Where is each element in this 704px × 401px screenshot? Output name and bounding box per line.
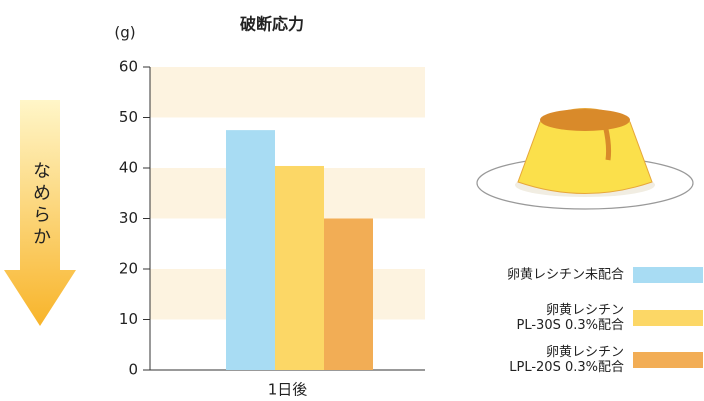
- x-tick-label: 1日後: [268, 381, 308, 399]
- legend-label: 卵黄レシチン PL-30S 0.3%配合: [404, 303, 624, 333]
- legend-swatch: [633, 310, 703, 326]
- bar: [226, 130, 275, 370]
- pudding: [477, 109, 693, 210]
- legend-swatch: [633, 267, 703, 283]
- y-tick-label: 40: [119, 159, 138, 177]
- arrow-label: なめらか: [30, 161, 51, 249]
- chart: なめらか 破断応力 (g) 0 10 20 30 40 50 60 1日後: [0, 0, 704, 401]
- y-tick-label: 30: [119, 209, 138, 227]
- legend-swatch: [633, 352, 703, 368]
- y-tick-label: 50: [119, 108, 138, 126]
- y-tick-label: 0: [128, 361, 138, 379]
- legend-label: 卵黄レシチン未配合: [404, 268, 624, 283]
- bar: [275, 166, 324, 370]
- legend-label: 卵黄レシチン LPL-20S 0.3%配合: [404, 345, 624, 375]
- y-tick-label: 10: [119, 310, 138, 328]
- y-axis-label: (g): [114, 24, 135, 42]
- bar: [324, 219, 373, 371]
- band: [150, 67, 425, 118]
- y-tick-label: 60: [119, 58, 138, 76]
- page: なめらか 破断応力 (g) 0 10 20 30 40 50 60 1日後 卵黄レシチン未配合…: [0, 0, 704, 401]
- y-tick-label: 20: [119, 260, 138, 278]
- chart-title: 破断応力: [240, 15, 304, 34]
